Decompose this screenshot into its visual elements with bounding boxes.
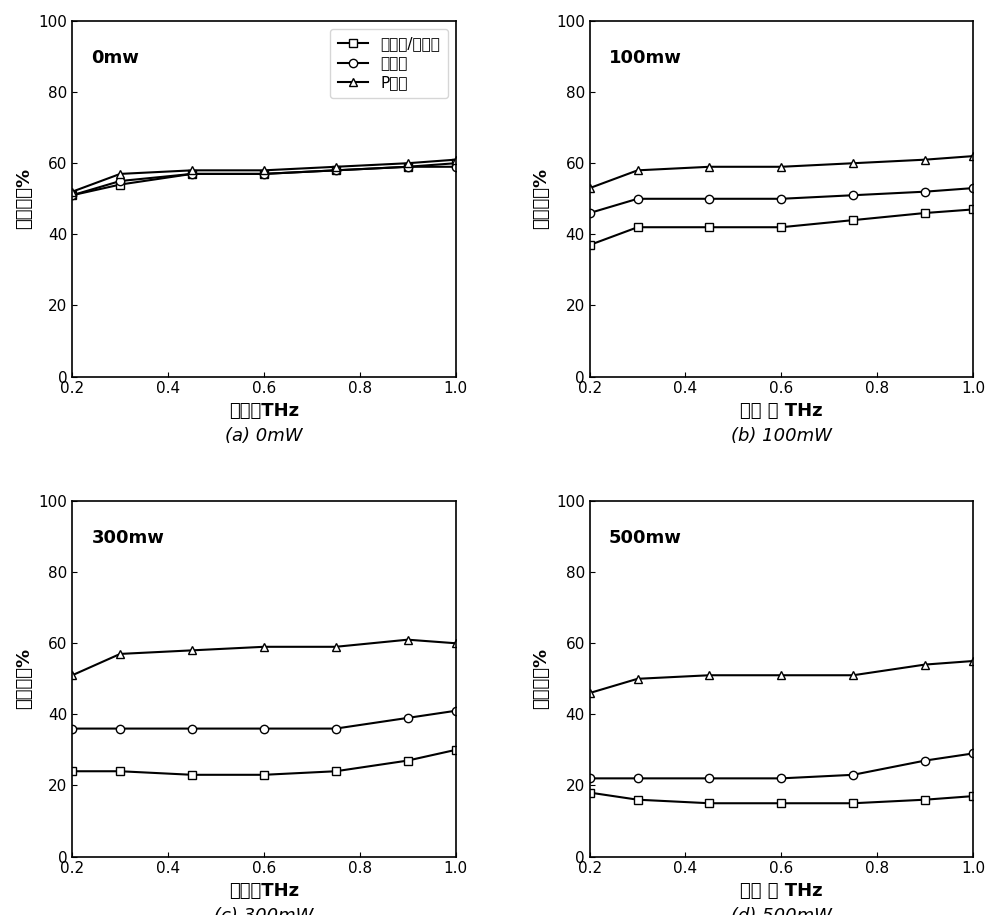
Y-axis label: 透射率／%: 透射率／%	[532, 648, 550, 709]
Text: (c) 300mW: (c) 300mW	[214, 907, 314, 915]
Y-axis label: 透射率／%: 透射率／%	[15, 648, 33, 709]
Legend: 石墨烯/氮化硻, 石墨烯, P型硅: 石墨烯/氮化硻, 石墨烯, P型硅	[330, 28, 448, 98]
Text: (d) 500mW: (d) 500mW	[731, 907, 832, 915]
Text: (a) 0mW: (a) 0mW	[225, 427, 303, 445]
Text: 500mw: 500mw	[609, 530, 682, 547]
Text: 300mw: 300mw	[91, 530, 164, 547]
Y-axis label: 透射率／%: 透射率／%	[532, 168, 550, 230]
Text: 0mw: 0mw	[91, 49, 139, 68]
X-axis label: 频率 ／ THz: 频率 ／ THz	[740, 882, 823, 900]
X-axis label: 频率／THz: 频率／THz	[229, 402, 299, 420]
Text: 100mw: 100mw	[609, 49, 682, 68]
Text: (b) 100mW: (b) 100mW	[731, 427, 832, 445]
X-axis label: 频率 ／ THz: 频率 ／ THz	[740, 402, 823, 420]
X-axis label: 频率／THz: 频率／THz	[229, 882, 299, 900]
Y-axis label: 透射率／%: 透射率／%	[15, 168, 33, 230]
